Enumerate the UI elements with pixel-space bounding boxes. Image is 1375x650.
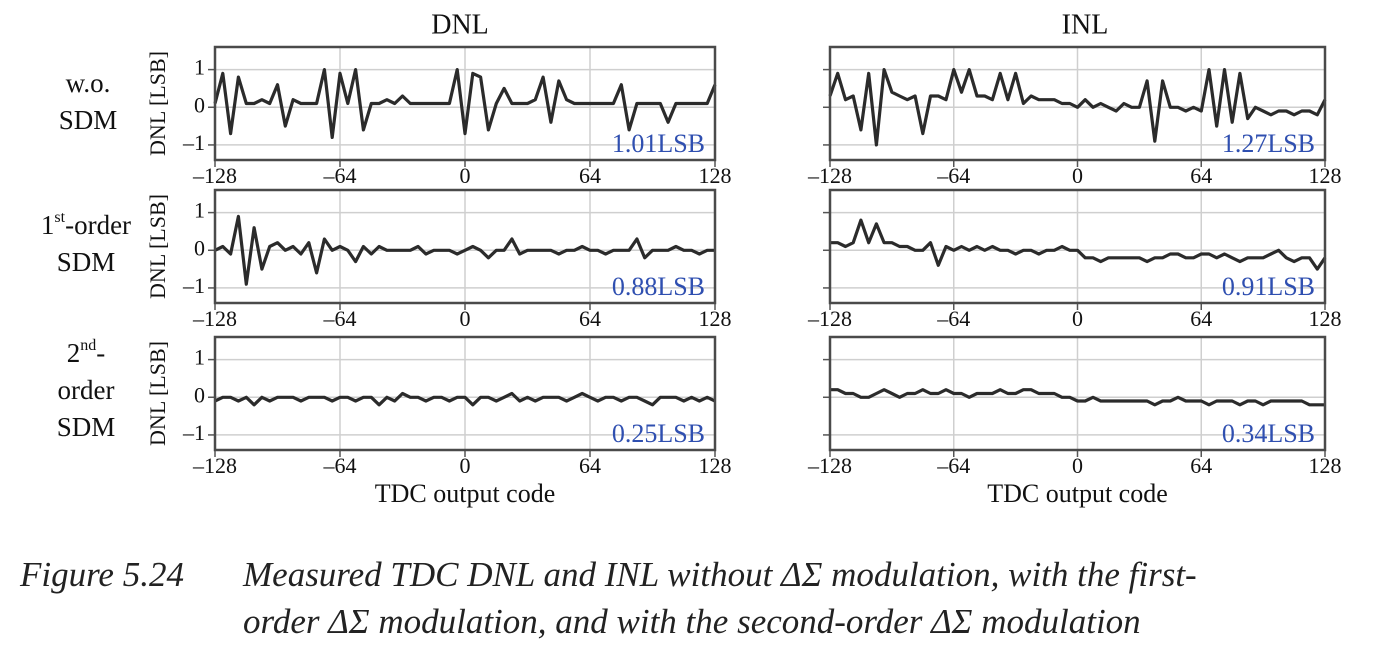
x-tick-label: 64: [1190, 163, 1212, 188]
x-tick-label: 64: [579, 163, 601, 188]
annotation: 0.91LSB: [1222, 272, 1315, 301]
y-tick-label: –1: [182, 420, 205, 445]
x-tick-label: –128: [807, 453, 852, 478]
row-label-superscript: st: [54, 209, 65, 226]
x-tick-label: –128: [807, 163, 852, 188]
plot-frame: [828, 45, 1327, 162]
x-tick-label: –128: [192, 163, 237, 188]
x-tick-label: –64: [936, 163, 970, 188]
row-label: order: [58, 375, 115, 405]
column-title: DNL: [431, 9, 489, 40]
y-axis-label: DNL [LSB]: [145, 341, 170, 446]
plot-frame: [213, 45, 717, 162]
row-label: SDM: [57, 412, 116, 442]
x-tick-label: 128: [1309, 306, 1342, 331]
y-tick-label: 1: [194, 345, 205, 370]
x-tick-label: 128: [699, 453, 732, 478]
row-label: 2nd-: [67, 337, 106, 369]
x-tick-label: –64: [323, 306, 357, 331]
x-tick-label: –64: [323, 453, 357, 478]
x-tick-label: 64: [1190, 453, 1212, 478]
x-tick-label: 0: [460, 306, 471, 331]
plot-frame: [828, 188, 1327, 305]
y-axis-label: DNL [LSB]: [145, 51, 170, 156]
row-label: w.o.: [66, 68, 111, 98]
x-axis-label: TDC output code: [375, 479, 556, 508]
x-tick-label: –128: [807, 306, 852, 331]
x-tick-label: –64: [936, 453, 970, 478]
plot-frame: [213, 188, 717, 305]
y-tick-label: 1: [194, 198, 205, 223]
x-tick-label: 128: [1309, 163, 1342, 188]
plot-frame: [213, 335, 717, 452]
annotation: 0.34LSB: [1222, 419, 1315, 448]
x-tick-label: 64: [1190, 306, 1212, 331]
y-tick-label: 1: [194, 55, 205, 80]
row-label-part: 1: [41, 210, 55, 240]
x-tick-label: –128: [192, 306, 237, 331]
annotation: 1.01LSB: [612, 129, 705, 158]
caption-line: order ΔΣ modulation, and with the second…: [243, 602, 1141, 641]
x-tick-label: 0: [460, 163, 471, 188]
x-tick-label: 128: [699, 163, 732, 188]
data-line: [214, 214, 715, 286]
y-tick-label: –1: [182, 273, 205, 298]
x-tick-label: 0: [460, 453, 471, 478]
y-tick-label: 0: [194, 382, 205, 407]
row-label-part: 2: [67, 338, 81, 368]
x-tick-label: 64: [579, 306, 601, 331]
column-title: INL: [1062, 9, 1109, 40]
y-tick-label: 0: [194, 235, 205, 260]
x-axis-label: TDC output code: [987, 479, 1168, 508]
plot-frame: [828, 335, 1327, 452]
caption-label: Figure 5.24: [19, 555, 184, 594]
data-line: [213, 68, 717, 139]
annotation: 1.27LSB: [1222, 129, 1315, 158]
x-tick-label: 64: [579, 453, 601, 478]
caption-line: Measured TDC DNL and INL without ΔΣ modu…: [242, 555, 1197, 594]
x-tick-label: –128: [192, 453, 237, 478]
y-tick-label: –1: [182, 130, 205, 155]
row-label-part: -: [96, 338, 105, 368]
annotation: 0.25LSB: [612, 419, 705, 448]
y-axis-label: DNL [LSB]: [145, 194, 170, 299]
row-label: SDM: [57, 247, 116, 277]
annotation: 0.88LSB: [612, 272, 705, 301]
data-line: [830, 218, 1327, 271]
row-label-superscript: nd: [80, 337, 96, 354]
row-label: 1st-order: [41, 209, 131, 241]
x-tick-label: –64: [936, 306, 970, 331]
x-tick-label: –64: [323, 163, 357, 188]
data-line: [214, 391, 716, 407]
x-tick-label: 0: [1072, 163, 1083, 188]
x-tick-label: 128: [699, 306, 732, 331]
x-tick-label: 0: [1072, 306, 1083, 331]
y-tick-label: 0: [194, 92, 205, 117]
row-label: SDM: [59, 105, 118, 135]
x-tick-label: 128: [1309, 453, 1342, 478]
row-label-part: -order: [65, 210, 131, 240]
data-line: [830, 388, 1325, 407]
x-tick-label: 0: [1072, 453, 1083, 478]
data-line: [828, 68, 1327, 147]
